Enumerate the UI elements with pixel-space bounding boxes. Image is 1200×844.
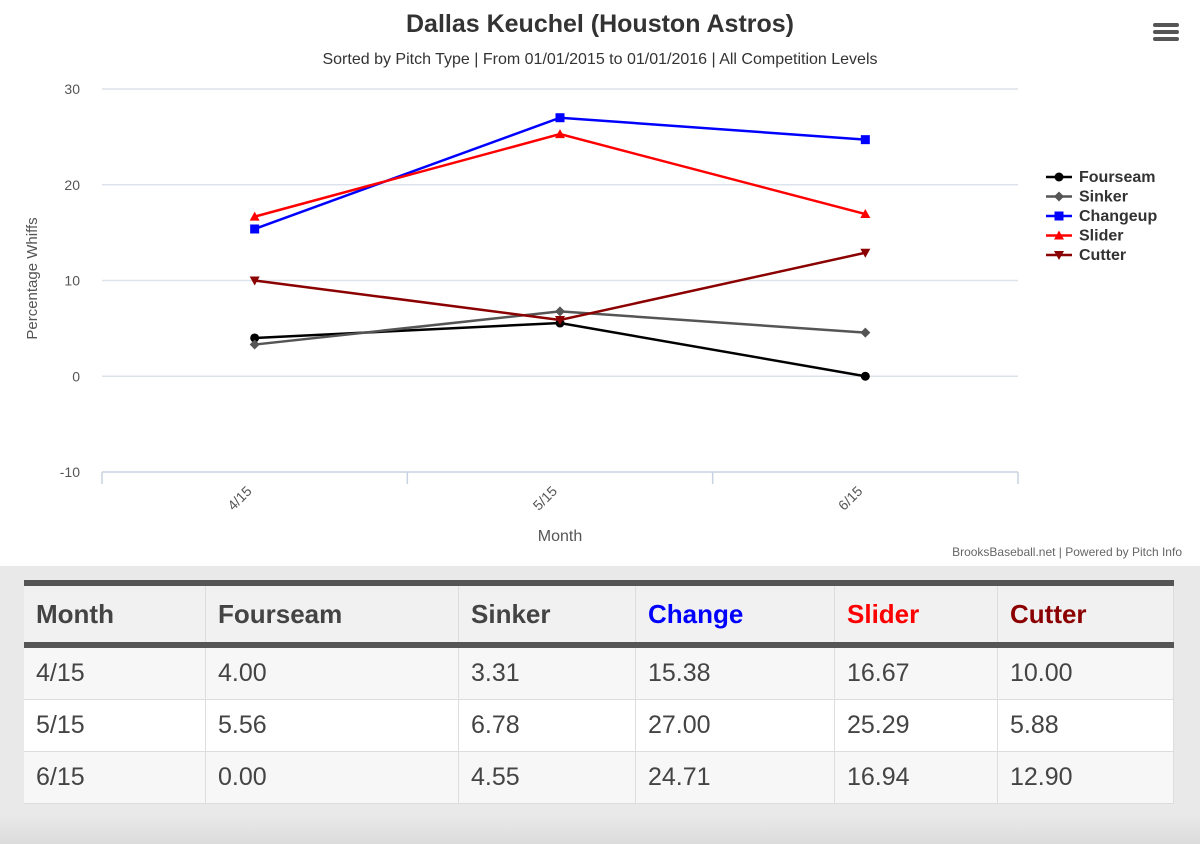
legend-label-slider: Slider (1079, 228, 1123, 245)
table-cell: 6.78 (458, 699, 636, 752)
data-point-changeup (555, 113, 565, 123)
legend-label-sinker: Sinker (1079, 189, 1128, 206)
table-cell: 27.00 (635, 699, 835, 752)
data-point-cutter (860, 248, 871, 258)
legend-marker-fourseam (1054, 172, 1064, 182)
table-cell: 5.88 (997, 699, 1174, 752)
y-tick-label: -10 (60, 464, 80, 480)
data-point-slider (860, 209, 871, 219)
table-cell: 16.94 (834, 751, 998, 804)
data-point-fourseam (250, 333, 260, 343)
line-chart: -10 0 10 20 30 4/15 5/15 6/15 Month Percentage Wh… (24, 81, 1157, 545)
chart-panel: Dallas Keuchel (Houston Astros) Sorted b… (0, 0, 1200, 566)
data-point-slider (555, 129, 565, 139)
table-header-row: Month Fourseam Sinker Change Slider Cutt… (24, 583, 1174, 648)
chart-title: Dallas Keuchel (Houston Astros) (405, 10, 795, 38)
table-cell: 4/15 (24, 645, 206, 700)
y-tick-label: 20 (64, 177, 80, 193)
legend-marker-slider (1054, 230, 1064, 240)
data-point-fourseam (860, 371, 870, 381)
legend-marker-sinker (1054, 191, 1064, 202)
column-header-month[interactable]: Month (24, 583, 206, 648)
x-tick-label: 5/15 (530, 483, 561, 514)
data-point-changeup (250, 224, 260, 234)
table-cell: 5/15 (24, 699, 206, 752)
x-tick-label: 6/15 (835, 483, 866, 514)
table-cell: 5.56 (205, 699, 459, 752)
data-point-sinker (249, 339, 260, 350)
column-header-slider[interactable]: Slider (834, 583, 998, 648)
table-cell: 10.00 (997, 645, 1174, 700)
table-row: 5/15 5.56 6.78 27.00 25.29 5.88 (24, 699, 1174, 752)
legend-marker-cutter (1054, 251, 1064, 260)
y-tick-label: 0 (72, 368, 80, 384)
data-point-sinker (555, 306, 565, 317)
whiff-table: Month Fourseam Sinker Change Slider Cutt… (24, 580, 1174, 804)
data-table-container: Month Fourseam Sinker Change Slider Cutt… (24, 580, 1174, 804)
page-footer-bar (0, 815, 1200, 844)
data-point-sinker (860, 327, 871, 338)
series-line-fourseam (254, 321, 866, 378)
y-tick-label: 10 (64, 273, 80, 289)
chart-credits[interactable]: BrooksBaseball.net | Powered by Pitch In… (952, 545, 1182, 559)
table-cell: 3.31 (458, 645, 636, 700)
legend-label-changeup: Changeup (1079, 208, 1157, 225)
table-cell: 15.38 (635, 645, 835, 700)
data-point-cutter (249, 276, 260, 286)
chart-subtitle: Sorted by Pitch Type | From 01/01/2015 t… (322, 51, 878, 68)
x-tick-label: 4/15 (224, 483, 255, 514)
table-cell: 12.90 (997, 751, 1174, 804)
column-header-change[interactable]: Change (635, 583, 835, 648)
table-row: 4/15 4.00 3.31 15.38 16.67 10.00 (24, 645, 1174, 700)
legend-marker-changeup (1054, 211, 1064, 221)
table-row: 6/15 0.00 4.55 24.71 16.94 12.90 (24, 751, 1174, 804)
column-header-fourseam[interactable]: Fourseam (205, 583, 459, 648)
y-axis-label: Percentage Whiffs (24, 217, 41, 339)
table-cell: 4.55 (458, 751, 636, 804)
data-point-changeup (860, 135, 870, 145)
table-cell: 4.00 (205, 645, 459, 700)
column-header-sinker[interactable]: Sinker (458, 583, 636, 648)
column-header-cutter[interactable]: Cutter (997, 583, 1174, 648)
series-line-slider (254, 132, 866, 218)
table-cell: 16.67 (834, 645, 998, 700)
data-point-slider (249, 211, 260, 221)
table-cell: 0.00 (205, 751, 459, 804)
table-cell: 24.71 (635, 751, 835, 804)
y-tick-label: 30 (64, 81, 80, 97)
table-cell: 25.29 (834, 699, 998, 752)
legend-label-fourseam: Fourseam (1079, 169, 1155, 186)
data-point-cutter (555, 315, 565, 325)
table-cell: 6/15 (24, 751, 206, 804)
hamburger-menu-icon[interactable] (1150, 20, 1182, 48)
x-axis-label: Month (538, 528, 582, 545)
legend-label-cutter: Cutter (1079, 247, 1126, 264)
